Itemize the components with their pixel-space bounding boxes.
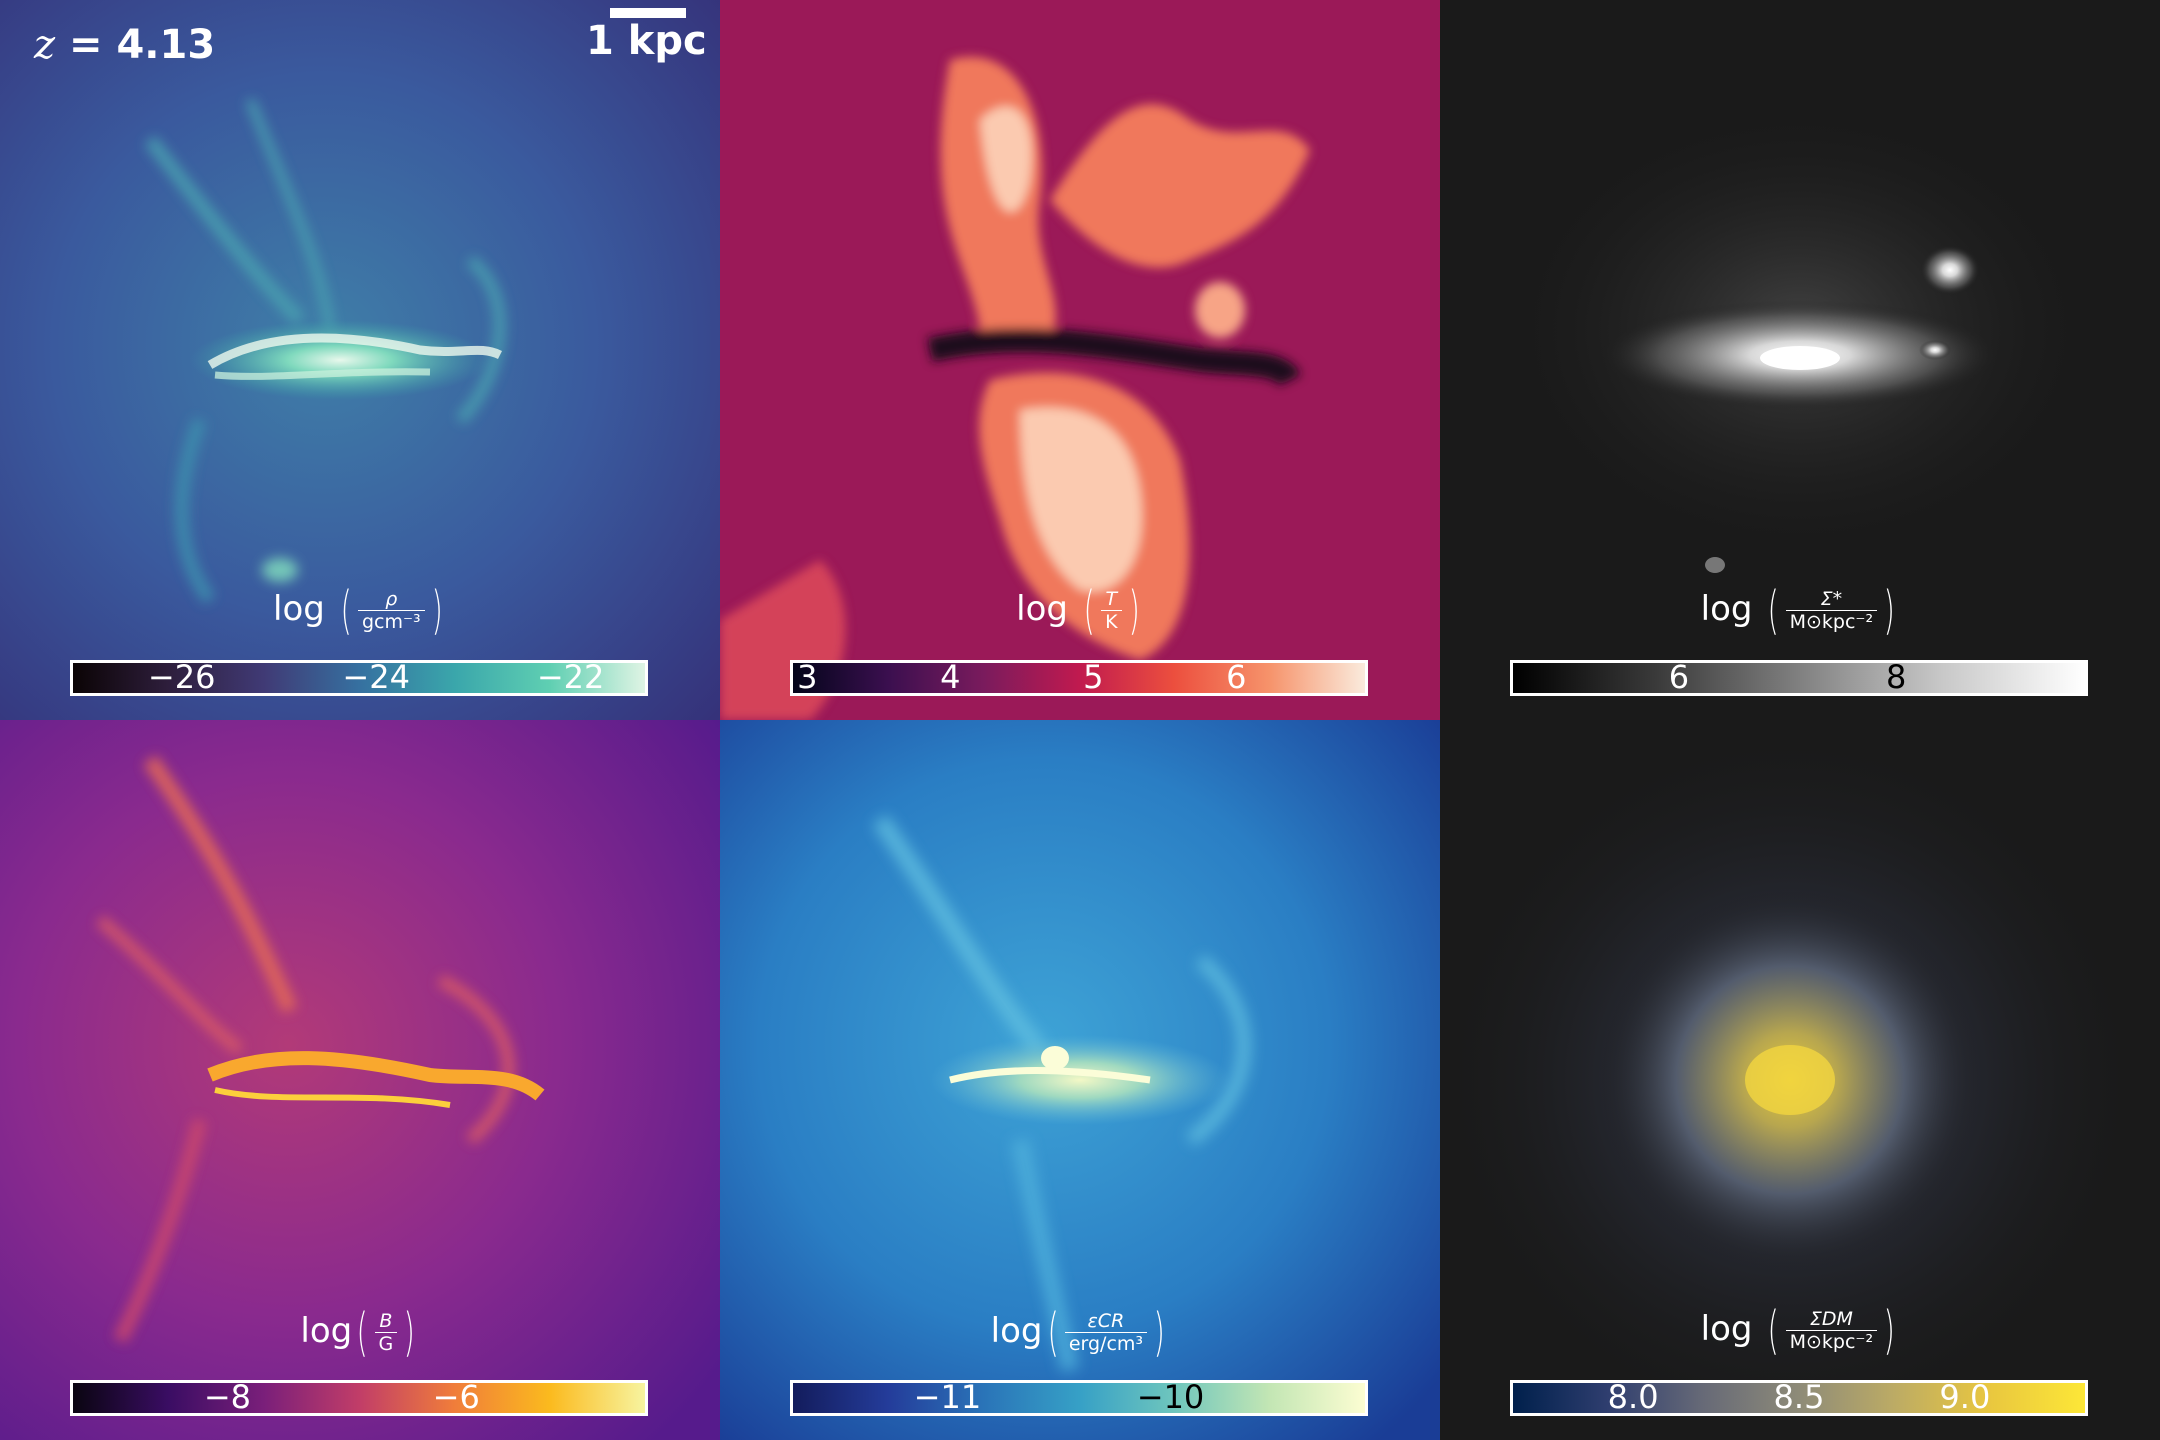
colorbar-tick: −26	[147, 658, 216, 696]
colorbar-tick: 6	[1226, 658, 1247, 696]
stellar-density-colorbar: 6 8	[1510, 658, 2088, 696]
temperature-map	[720, 0, 1440, 720]
stellar-density-panel: log (Σ* M⊙kpc⁻²) 6 8	[1440, 0, 2160, 720]
colorbar-tick: −8	[203, 1378, 252, 1416]
cosmic-ray-colorbar-label: log(εCR erg/cm³)	[990, 1302, 1165, 1363]
colorbar-tick: 3	[797, 658, 818, 696]
dark-matter-panel: log (ΣDM M⊙kpc⁻²) 8.0 8.5 9.0	[1440, 720, 2160, 1440]
temperature-colorbar-label: log (T K)	[1016, 580, 1140, 641]
cosmic-ray-panel: log(εCR erg/cm³) −11 −10	[720, 720, 1440, 1440]
scale-bar-label: 1 kpc	[586, 18, 707, 64]
redshift-label: z = 4.13	[34, 22, 216, 68]
colorbar-tick: −11	[913, 1378, 982, 1416]
magnetic-field-panel: log(B G) −8 −6	[0, 720, 720, 1440]
stellar-density-map	[1440, 0, 2160, 720]
gas-density-map	[0, 0, 720, 720]
colorbar-tick: 6	[1668, 658, 1690, 696]
colorbar-tick: 8.5	[1773, 1378, 1825, 1416]
temperature-panel: log (T K) 3 4 5 6	[720, 0, 1440, 720]
dark-matter-colorbar-label: log (ΣDM M⊙kpc⁻²)	[1700, 1300, 1895, 1361]
dark-matter-map	[1440, 720, 2160, 1440]
magnetic-field-colorbar: −8 −6	[70, 1378, 648, 1416]
dark-matter-colorbar: 8.0 8.5 9.0	[1510, 1378, 2088, 1416]
cosmic-ray-map	[720, 720, 1440, 1440]
gas-density-colorbar: −26 −24 −22	[70, 658, 648, 696]
magnetic-field-map	[0, 720, 720, 1440]
colorbar-tick: −6	[432, 1378, 480, 1416]
scale-bar	[610, 8, 686, 18]
colorbar-tick: −24	[342, 658, 410, 696]
colorbar-tick: −22	[536, 658, 605, 696]
cosmic-ray-colorbar: −11 −10	[790, 1378, 1368, 1416]
colorbar-tick: 8	[1886, 658, 1907, 696]
colorbar-tick: 5	[1083, 658, 1104, 696]
gas-density-panel: z = 4.13 1 kpc log (ρ gcm⁻³) −26 −24 −22	[0, 0, 720, 720]
temperature-colorbar: 3 4 5 6	[790, 658, 1368, 696]
colorbar-tick: 4	[940, 658, 961, 696]
colorbar-tick: −10	[1136, 1378, 1205, 1416]
colorbar-tick: 8.0	[1607, 1378, 1659, 1416]
stellar-density-colorbar-label: log (Σ* M⊙kpc⁻²)	[1700, 580, 1895, 641]
gas-density-colorbar-label: log (ρ gcm⁻³)	[273, 580, 443, 641]
magnetic-field-colorbar-label: log(B G)	[300, 1302, 416, 1363]
colorbar-tick: 9.0	[1939, 1378, 1991, 1416]
